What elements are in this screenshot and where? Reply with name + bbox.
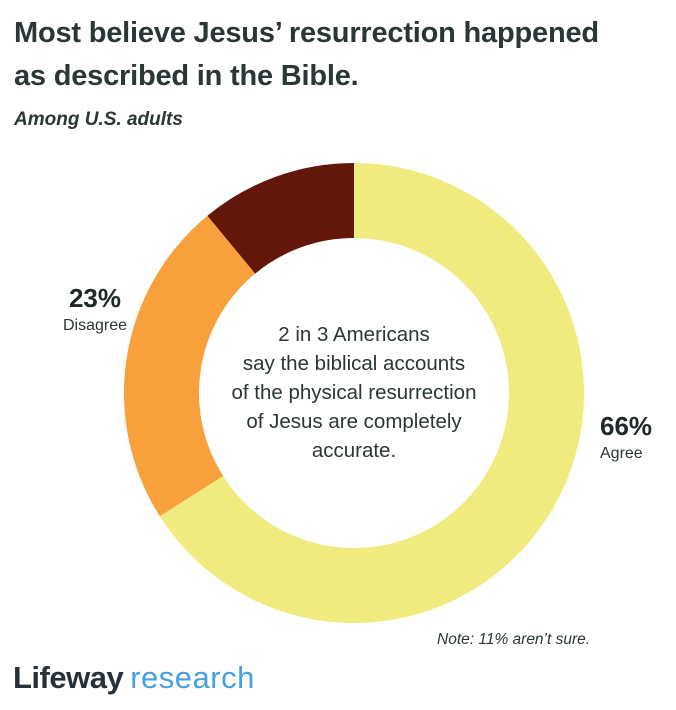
footnote: Note: 11% aren’t sure. bbox=[437, 631, 591, 648]
logo-lifeway: Lifeway bbox=[13, 660, 124, 695]
chart-subtitle: Among U.S. adults bbox=[14, 109, 183, 130]
agree-percent: 66% bbox=[600, 411, 653, 441]
agree-label: Agree bbox=[600, 445, 643, 462]
disagree-label: Disagree bbox=[62, 317, 128, 334]
logo-research: research bbox=[130, 660, 255, 695]
callout-disagree: 23% Disagree bbox=[40, 283, 150, 335]
lifeway-research-logo: Lifeway research bbox=[13, 659, 255, 697]
disagree-percent: 23% bbox=[68, 283, 122, 313]
donut-segment-aren-t-sure bbox=[207, 162, 354, 274]
chart-title: Most believe Jesus’ resurrection happene… bbox=[14, 17, 599, 92]
donut-center-text: 2 in 3 Americans say the biblical accoun… bbox=[231, 323, 477, 462]
donut-segment-agree bbox=[159, 163, 584, 623]
callout-agree: 66% Agree bbox=[600, 411, 676, 463]
donut-segment-disagree bbox=[123, 215, 256, 517]
